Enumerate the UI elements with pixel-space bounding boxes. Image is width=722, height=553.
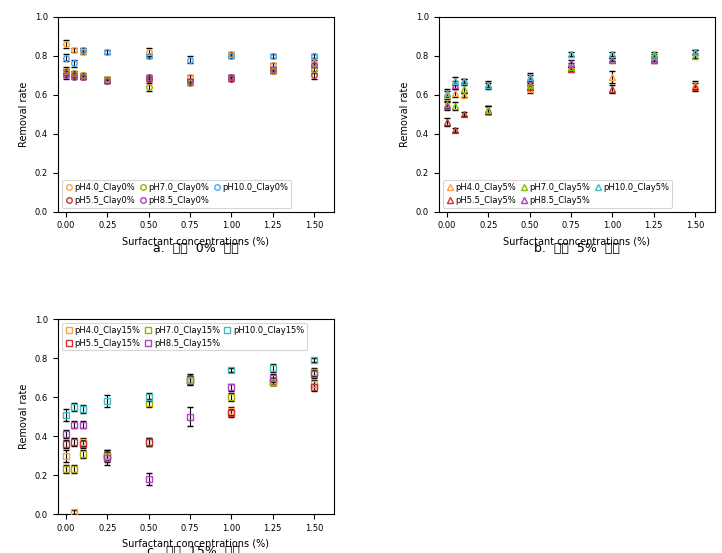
Y-axis label: Removal rate: Removal rate xyxy=(400,81,410,147)
Legend: pH4.0_Clay15%, pH5.5_Clay15%, pH7.0_Clay15%, pH8.5_Clay15%, pH10.0_Clay15%: pH4.0_Clay15%, pH5.5_Clay15%, pH7.0_Clay… xyxy=(62,324,307,351)
Text: a.  점토  0%  토양: a. 점토 0% 토양 xyxy=(153,242,239,255)
X-axis label: Surfactant concentrations (%): Surfactant concentrations (%) xyxy=(122,236,269,246)
Legend: pH4.0_Clay5%, pH5.5_Clay5%, pH7.0_Clay5%, pH8.5_Clay5%, pH10.0_Clay5%: pH4.0_Clay5%, pH5.5_Clay5%, pH7.0_Clay5%… xyxy=(443,180,672,207)
Text: b.  점토  5%  토양: b. 점토 5% 토양 xyxy=(534,242,619,255)
Y-axis label: Removal rate: Removal rate xyxy=(19,384,29,450)
Legend: pH4.0_Clay0%, pH5.5_Clay0%, pH7.0_Clay0%, pH8.5_Clay0%, pH10.0_Clay0%: pH4.0_Clay0%, pH5.5_Clay0%, pH7.0_Clay0%… xyxy=(62,180,291,207)
X-axis label: Surfactant concentrations (%): Surfactant concentrations (%) xyxy=(122,539,269,549)
Text: c.  점토  15%  토양.: c. 점토 15% 토양. xyxy=(147,545,244,553)
Y-axis label: Removal rate: Removal rate xyxy=(19,81,29,147)
X-axis label: Surfactant concentrations (%): Surfactant concentrations (%) xyxy=(503,236,651,246)
